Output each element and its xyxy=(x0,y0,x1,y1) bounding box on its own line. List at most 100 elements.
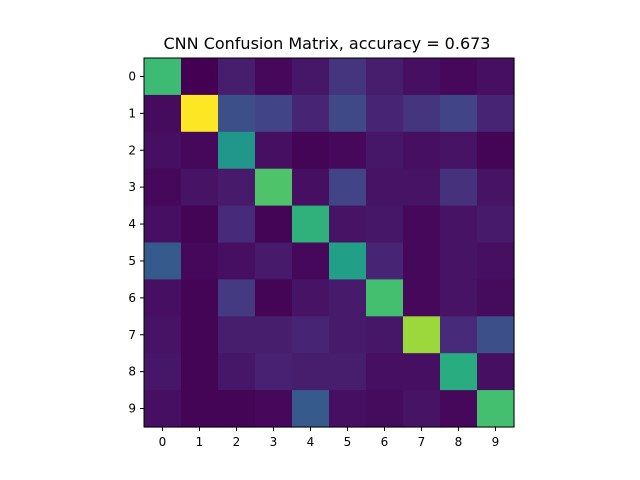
x-tick-label: 3 xyxy=(270,435,278,449)
heatmap-cell-0-7 xyxy=(403,58,441,96)
heatmap-cell-9-4 xyxy=(292,390,330,428)
heatmap-cell-5-9 xyxy=(477,242,515,280)
heatmap-cell-9-6 xyxy=(366,390,404,428)
heatmap-cell-8-6 xyxy=(366,353,404,391)
heatmap-cell-7-9 xyxy=(477,316,515,354)
x-tick-label: 0 xyxy=(159,435,167,449)
heatmap-cell-7-8 xyxy=(440,316,478,354)
heatmap-cell-5-0 xyxy=(144,242,182,280)
heatmap-cell-0-4 xyxy=(292,58,330,96)
heatmap-cell-6-0 xyxy=(144,279,182,317)
y-tick-label: 4 xyxy=(128,217,136,231)
heatmap-cell-6-4 xyxy=(292,279,330,317)
heatmap-cell-5-5 xyxy=(329,242,367,280)
heatmap-cell-6-5 xyxy=(329,279,367,317)
heatmap-cell-5-7 xyxy=(403,242,441,280)
heatmap-cell-6-9 xyxy=(477,279,515,317)
heatmap-cell-2-5 xyxy=(329,131,367,170)
heatmap-cell-4-5 xyxy=(329,205,367,244)
heatmap-cell-5-6 xyxy=(366,242,404,280)
heatmap-cell-8-4 xyxy=(292,353,330,391)
heatmap-cell-1-2 xyxy=(218,94,256,133)
heatmap-cell-2-2 xyxy=(218,131,256,170)
y-tick-label: 3 xyxy=(128,180,136,194)
heatmap-cell-5-8 xyxy=(440,242,478,280)
x-tick-label: 2 xyxy=(233,435,241,449)
heatmap-cell-6-6 xyxy=(366,279,404,317)
y-tick-label: 9 xyxy=(128,402,136,416)
heatmap-cell-0-2 xyxy=(218,58,256,96)
heatmap-cell-3-8 xyxy=(440,168,478,207)
heatmap-cell-0-8 xyxy=(440,58,478,96)
heatmap-cell-7-5 xyxy=(329,316,367,354)
heatmap-cell-7-7 xyxy=(403,316,441,354)
heatmap-cell-9-2 xyxy=(218,390,256,428)
heatmap-cell-8-3 xyxy=(255,353,293,391)
heatmap-cell-7-0 xyxy=(144,316,182,354)
heatmap-cell-6-2 xyxy=(218,279,256,317)
heatmap-cell-1-5 xyxy=(329,94,367,133)
axes-frame xyxy=(143,57,515,428)
x-tick-label: 5 xyxy=(344,435,352,449)
heatmap-cell-4-7 xyxy=(403,205,441,244)
heatmap-cell-4-0 xyxy=(144,205,182,244)
x-tick-label: 4 xyxy=(307,435,315,449)
heatmap-cell-6-1 xyxy=(181,279,219,317)
heatmap-cell-2-3 xyxy=(255,131,293,170)
x-tick-label: 8 xyxy=(455,435,463,449)
x-tick-label: 9 xyxy=(492,435,500,449)
y-tick-label: 1 xyxy=(128,106,136,120)
y-axis-ticks: 0 1 2 3 4 5 6 7 8 9 xyxy=(128,69,144,416)
heatmap-cell-1-4 xyxy=(292,94,330,133)
y-tick-label: 5 xyxy=(128,254,136,268)
heatmap-cell-2-8 xyxy=(440,131,478,170)
heatmap-cell-3-2 xyxy=(218,168,256,207)
heatmap-cell-6-8 xyxy=(440,279,478,317)
heatmap-cell-0-3 xyxy=(255,58,293,96)
heatmap-cell-8-9 xyxy=(477,353,515,391)
heatmap-cell-3-0 xyxy=(144,168,182,207)
heatmap-cell-3-9 xyxy=(477,168,515,207)
heatmap-cell-4-1 xyxy=(181,205,219,244)
heatmap-cell-1-3 xyxy=(255,94,293,133)
heatmap-cell-3-5 xyxy=(329,168,367,207)
x-axis-ticks: 0 1 2 3 4 5 6 7 8 9 xyxy=(159,427,500,449)
heatmap-cell-7-4 xyxy=(292,316,330,354)
heatmap-cell-4-8 xyxy=(440,205,478,244)
heatmap-cell-0-9 xyxy=(477,58,515,96)
heatmap-cell-3-3 xyxy=(255,168,293,207)
x-tick-label: 7 xyxy=(418,435,426,449)
heatmap-cell-7-6 xyxy=(366,316,404,354)
heatmap-cell-4-2 xyxy=(218,205,256,244)
heatmap-cell-0-5 xyxy=(329,58,367,96)
heatmap-cell-7-2 xyxy=(218,316,256,354)
x-tick-label: 1 xyxy=(196,435,204,449)
heatmap-cell-4-3 xyxy=(255,205,293,244)
y-tick-label: 2 xyxy=(128,143,136,157)
heatmap-cell-9-0 xyxy=(144,390,182,428)
heatmap-cell-8-8 xyxy=(440,353,478,391)
heatmap-cell-9-1 xyxy=(181,390,219,428)
heatmap-cell-4-9 xyxy=(477,205,515,244)
heatmap-cell-5-1 xyxy=(181,242,219,280)
heatmap-cell-1-8 xyxy=(440,94,478,133)
heatmap-cell-2-6 xyxy=(366,131,404,170)
heatmap-cell-1-1 xyxy=(181,94,219,133)
heatmap-cell-2-0 xyxy=(144,131,182,170)
heatmap-cell-7-3 xyxy=(255,316,293,354)
heatmap-cell-1-9 xyxy=(477,94,515,133)
heatmap-cell-9-9 xyxy=(477,390,515,428)
heatmap-cell-0-1 xyxy=(181,58,219,96)
heatmap-cell-2-7 xyxy=(403,131,441,170)
heatmap-cell-3-6 xyxy=(366,168,404,207)
heatmap-cell-9-8 xyxy=(440,390,478,428)
heatmap-cell-9-5 xyxy=(329,390,367,428)
y-tick-label: 7 xyxy=(128,328,136,342)
heatmap-cell-7-1 xyxy=(181,316,219,354)
heatmap-cell-1-7 xyxy=(403,94,441,133)
heatmap-cell-8-5 xyxy=(329,353,367,391)
heatmap-cell-4-4 xyxy=(292,205,330,244)
heatmap-cells xyxy=(144,58,515,428)
heatmap-cell-0-6 xyxy=(366,58,404,96)
x-tick-label: 6 xyxy=(381,435,389,449)
